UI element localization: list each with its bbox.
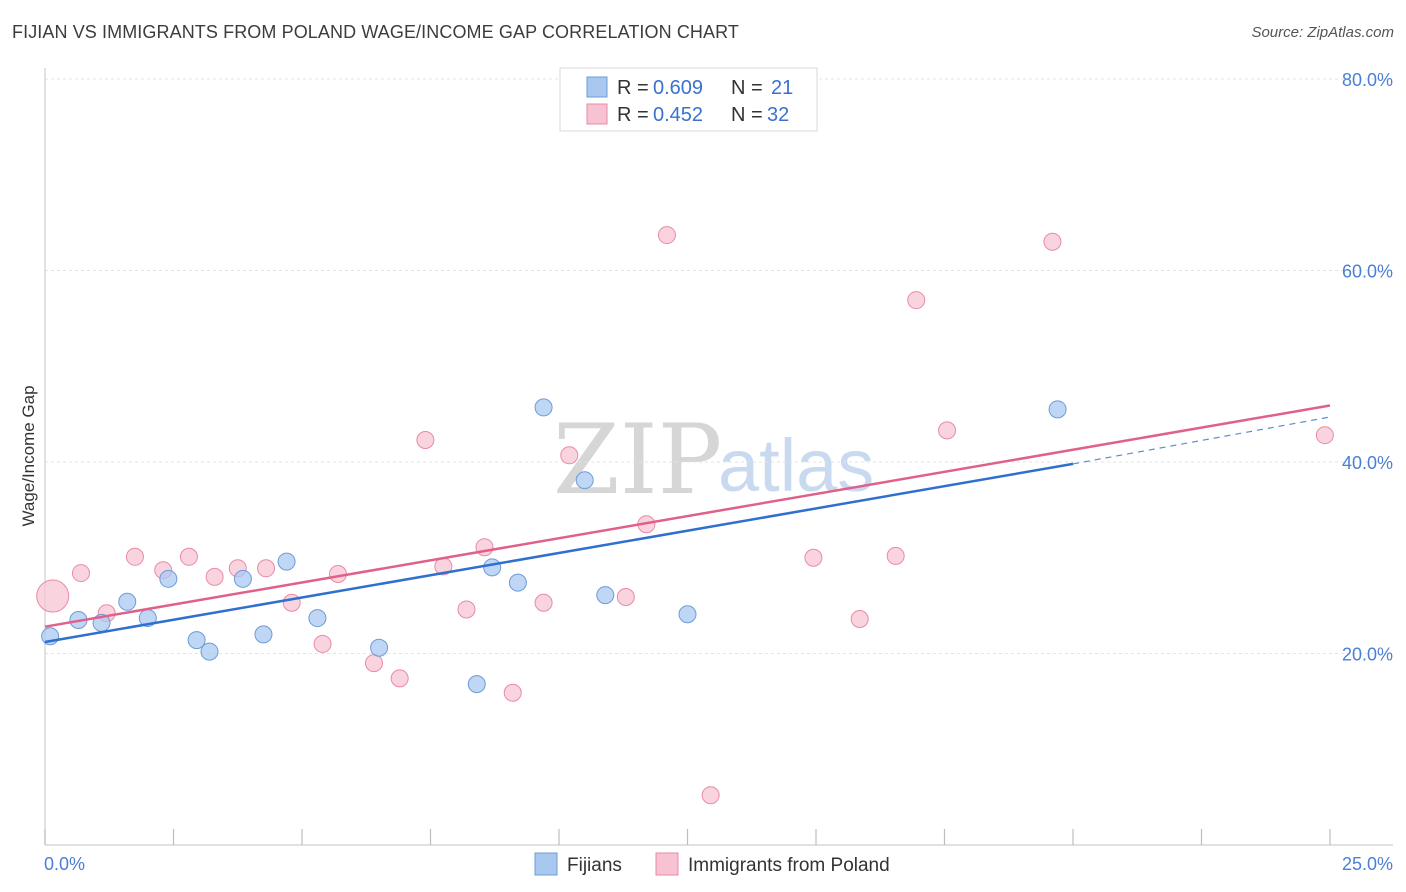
series-legend: Fijians Immigrants from Poland bbox=[534, 852, 890, 876]
legend-r-label-2: R = bbox=[617, 104, 649, 126]
series-fijians bbox=[41, 398, 1067, 694]
data-point-fijians bbox=[596, 586, 615, 605]
data-point-poland bbox=[886, 546, 905, 565]
series-immigrants-from-poland bbox=[36, 226, 1334, 805]
data-point-poland bbox=[534, 593, 553, 612]
trend-line-fijians-extension bbox=[1072, 416, 1331, 465]
y-tick-label: 60.0% bbox=[1342, 262, 1393, 282]
data-point-poland bbox=[282, 593, 301, 612]
legend-r-value-1: 0.609 bbox=[653, 77, 703, 99]
data-point-fijians bbox=[308, 609, 327, 628]
data-point-fijians bbox=[118, 592, 137, 611]
data-point-poland bbox=[657, 226, 676, 245]
data-point-fijians bbox=[678, 605, 697, 624]
data-point-fijians bbox=[575, 471, 594, 490]
y-tick-labels: 20.0% 40.0% 60.0% 80.0% bbox=[1342, 70, 1393, 665]
source-label: Source: ZipAtlas.com bbox=[1251, 24, 1394, 41]
legend-n-value-2: 32 bbox=[767, 104, 789, 126]
data-point-poland bbox=[36, 579, 70, 613]
legend-r-value-2: 0.452 bbox=[653, 104, 703, 126]
trend-lines bbox=[44, 404, 1331, 644]
data-point-fijians bbox=[483, 558, 502, 577]
data-point-poland bbox=[1315, 426, 1334, 445]
data-point-poland bbox=[364, 654, 383, 673]
data-point-fijians bbox=[159, 569, 178, 588]
data-point-poland bbox=[313, 634, 332, 653]
legend-r-label-1: R = bbox=[617, 77, 649, 99]
data-point-poland bbox=[257, 559, 276, 578]
data-point-poland bbox=[416, 430, 435, 449]
data-point-poland bbox=[503, 683, 522, 702]
data-point-fijians bbox=[277, 552, 296, 571]
data-point-poland bbox=[850, 610, 869, 629]
trend-line-fijians bbox=[44, 462, 1074, 644]
data-point-poland bbox=[125, 547, 144, 566]
legend-n-label-2: N = bbox=[731, 104, 763, 126]
data-point-fijians bbox=[254, 625, 273, 644]
grid-lines bbox=[45, 78, 1393, 654]
data-point-poland bbox=[205, 567, 224, 586]
data-point-poland bbox=[1043, 232, 1062, 251]
legend-swatch-poland bbox=[586, 103, 608, 125]
legend-swatch-fijians bbox=[586, 76, 608, 98]
y-tick-label: 40.0% bbox=[1342, 453, 1393, 473]
data-point-fijians bbox=[370, 638, 389, 657]
bottom-legend-swatch-fijians bbox=[534, 852, 558, 876]
x-tick-label-max: 25.0% bbox=[1342, 854, 1393, 874]
data-point-poland bbox=[560, 446, 579, 465]
y-tick-label: 20.0% bbox=[1342, 645, 1393, 665]
data-point-poland bbox=[907, 291, 926, 310]
data-point-fijians bbox=[508, 573, 527, 592]
data-point-fijians bbox=[1048, 400, 1067, 419]
data-point-fijians bbox=[187, 631, 206, 650]
data-point-fijians bbox=[200, 642, 219, 661]
data-point-poland bbox=[804, 548, 823, 567]
data-point-poland bbox=[179, 547, 198, 566]
data-point-poland bbox=[390, 669, 409, 688]
y-axis-label: Wage/Income Gap bbox=[19, 385, 38, 526]
legend-n-value-1: 21 bbox=[771, 77, 793, 99]
data-point-fijians bbox=[467, 675, 486, 694]
y-tick-label: 80.0% bbox=[1342, 70, 1393, 90]
data-point-poland bbox=[71, 564, 90, 583]
data-point-poland bbox=[457, 600, 476, 619]
chart-title: FIJIAN VS IMMIGRANTS FROM POLAND WAGE/IN… bbox=[12, 22, 740, 42]
x-tick-label-min: 0.0% bbox=[44, 854, 85, 874]
data-point-poland bbox=[701, 786, 720, 805]
data-point-fijians bbox=[233, 569, 252, 588]
data-point-fijians bbox=[534, 398, 553, 417]
bottom-legend-swatch-poland bbox=[655, 852, 679, 876]
trend-line-poland bbox=[44, 404, 1331, 628]
watermark-atlas: atlas bbox=[718, 424, 874, 507]
legend-n-label-1: N = bbox=[731, 77, 763, 99]
watermark-zip: ZIP bbox=[553, 404, 722, 516]
data-point-poland bbox=[938, 421, 957, 440]
correlation-legend: R = 0.609 N = 21 R = 0.452 N = 32 bbox=[559, 67, 818, 132]
x-axis-ticks bbox=[44, 829, 1331, 845]
bottom-legend-label-fijians: Fijians bbox=[567, 855, 622, 876]
bottom-legend-label-poland: Immigrants from Poland bbox=[688, 855, 890, 876]
data-point-poland bbox=[616, 588, 635, 607]
